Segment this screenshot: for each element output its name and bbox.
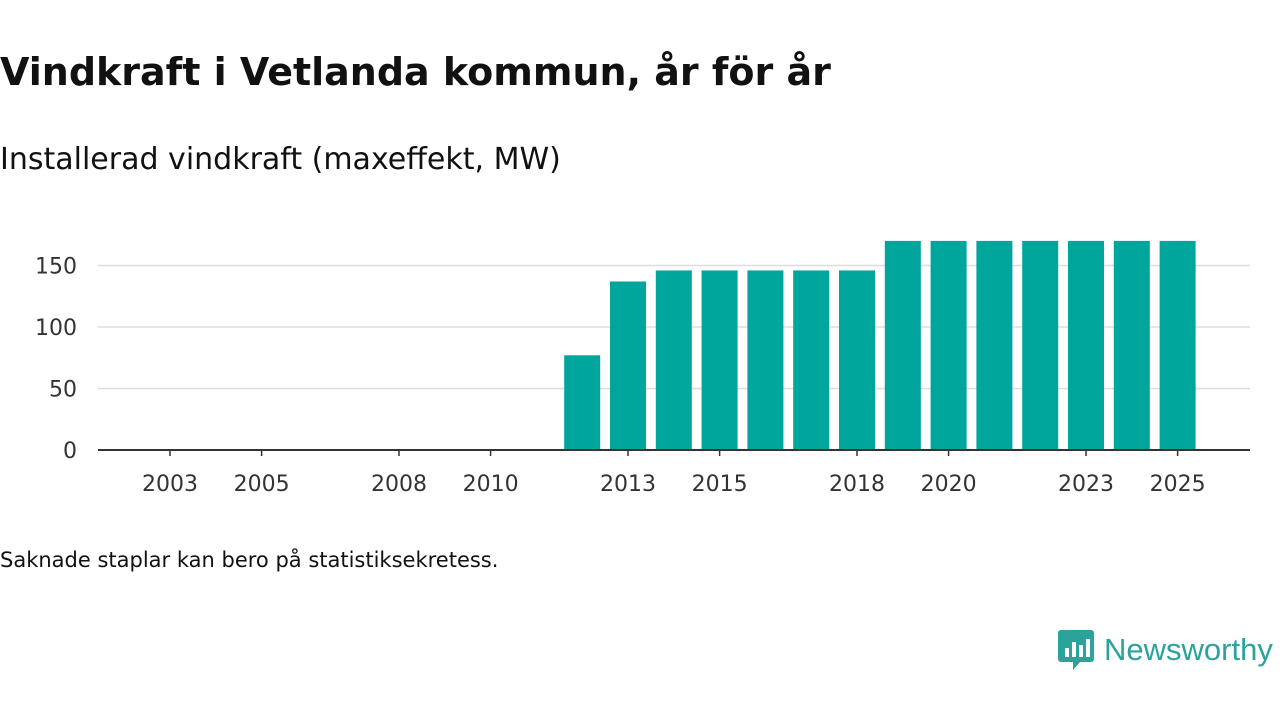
bar-2019 — [884, 240, 921, 450]
bar-2015 — [701, 270, 738, 450]
brand-name: Newsworthy — [1104, 632, 1273, 667]
y-tick-label: 100 — [35, 316, 77, 341]
bar-2025 — [1159, 240, 1196, 450]
bar-2018 — [839, 270, 875, 450]
bar-chart: 0 50 100 150 2003 2005 2008 2010 2013 2015 2018 202… — [35, 240, 1250, 498]
chart-subtitle: Installerad vindkraft (maxeffekt, MW) — [0, 142, 561, 177]
x-tick-label-2023: 2023 — [1058, 472, 1114, 497]
bar-2017 — [793, 270, 830, 450]
bar-2020 — [930, 240, 967, 450]
bar-2022 — [1022, 240, 1059, 450]
x-tick-label-2018: 2018 — [829, 472, 885, 497]
bar-2012 — [564, 355, 601, 450]
tick-layer: 0 50 100 150 2003 2005 2008 2010 2013 2015 2018 202… — [35, 255, 1206, 498]
y-tick-label: 150 — [35, 255, 77, 280]
x-tick-label-2015: 2015 — [692, 472, 748, 497]
bar-2023 — [1068, 240, 1104, 450]
x-tick-label-2005: 2005 — [234, 472, 290, 497]
bar-2024 — [1113, 240, 1150, 450]
chart-title: Vindkraft i Vetlanda kommun, år för år — [0, 50, 831, 94]
brand-logo: Newsworthy — [1058, 628, 1273, 672]
x-tick-label-2020: 2020 — [921, 472, 977, 497]
x-tick-label-2008: 2008 — [371, 472, 427, 497]
footnote: Saknade staplar kan bero på statistiksek… — [0, 548, 499, 572]
bar-2016 — [747, 270, 784, 450]
x-tick-label-2013: 2013 — [600, 472, 656, 497]
y-tick-label: 0 — [63, 439, 77, 464]
x-tick-label-2010: 2010 — [463, 472, 519, 497]
x-tick-label-2003: 2003 — [142, 472, 198, 497]
bar-2013 — [610, 281, 646, 450]
bar-layer — [564, 240, 1196, 450]
y-tick-label: 50 — [49, 378, 77, 403]
x-tick-label-2025: 2025 — [1150, 472, 1206, 497]
newsworthy-logo-icon — [1058, 630, 1094, 670]
bar-2021 — [976, 240, 1013, 450]
bar-2014 — [655, 270, 692, 450]
